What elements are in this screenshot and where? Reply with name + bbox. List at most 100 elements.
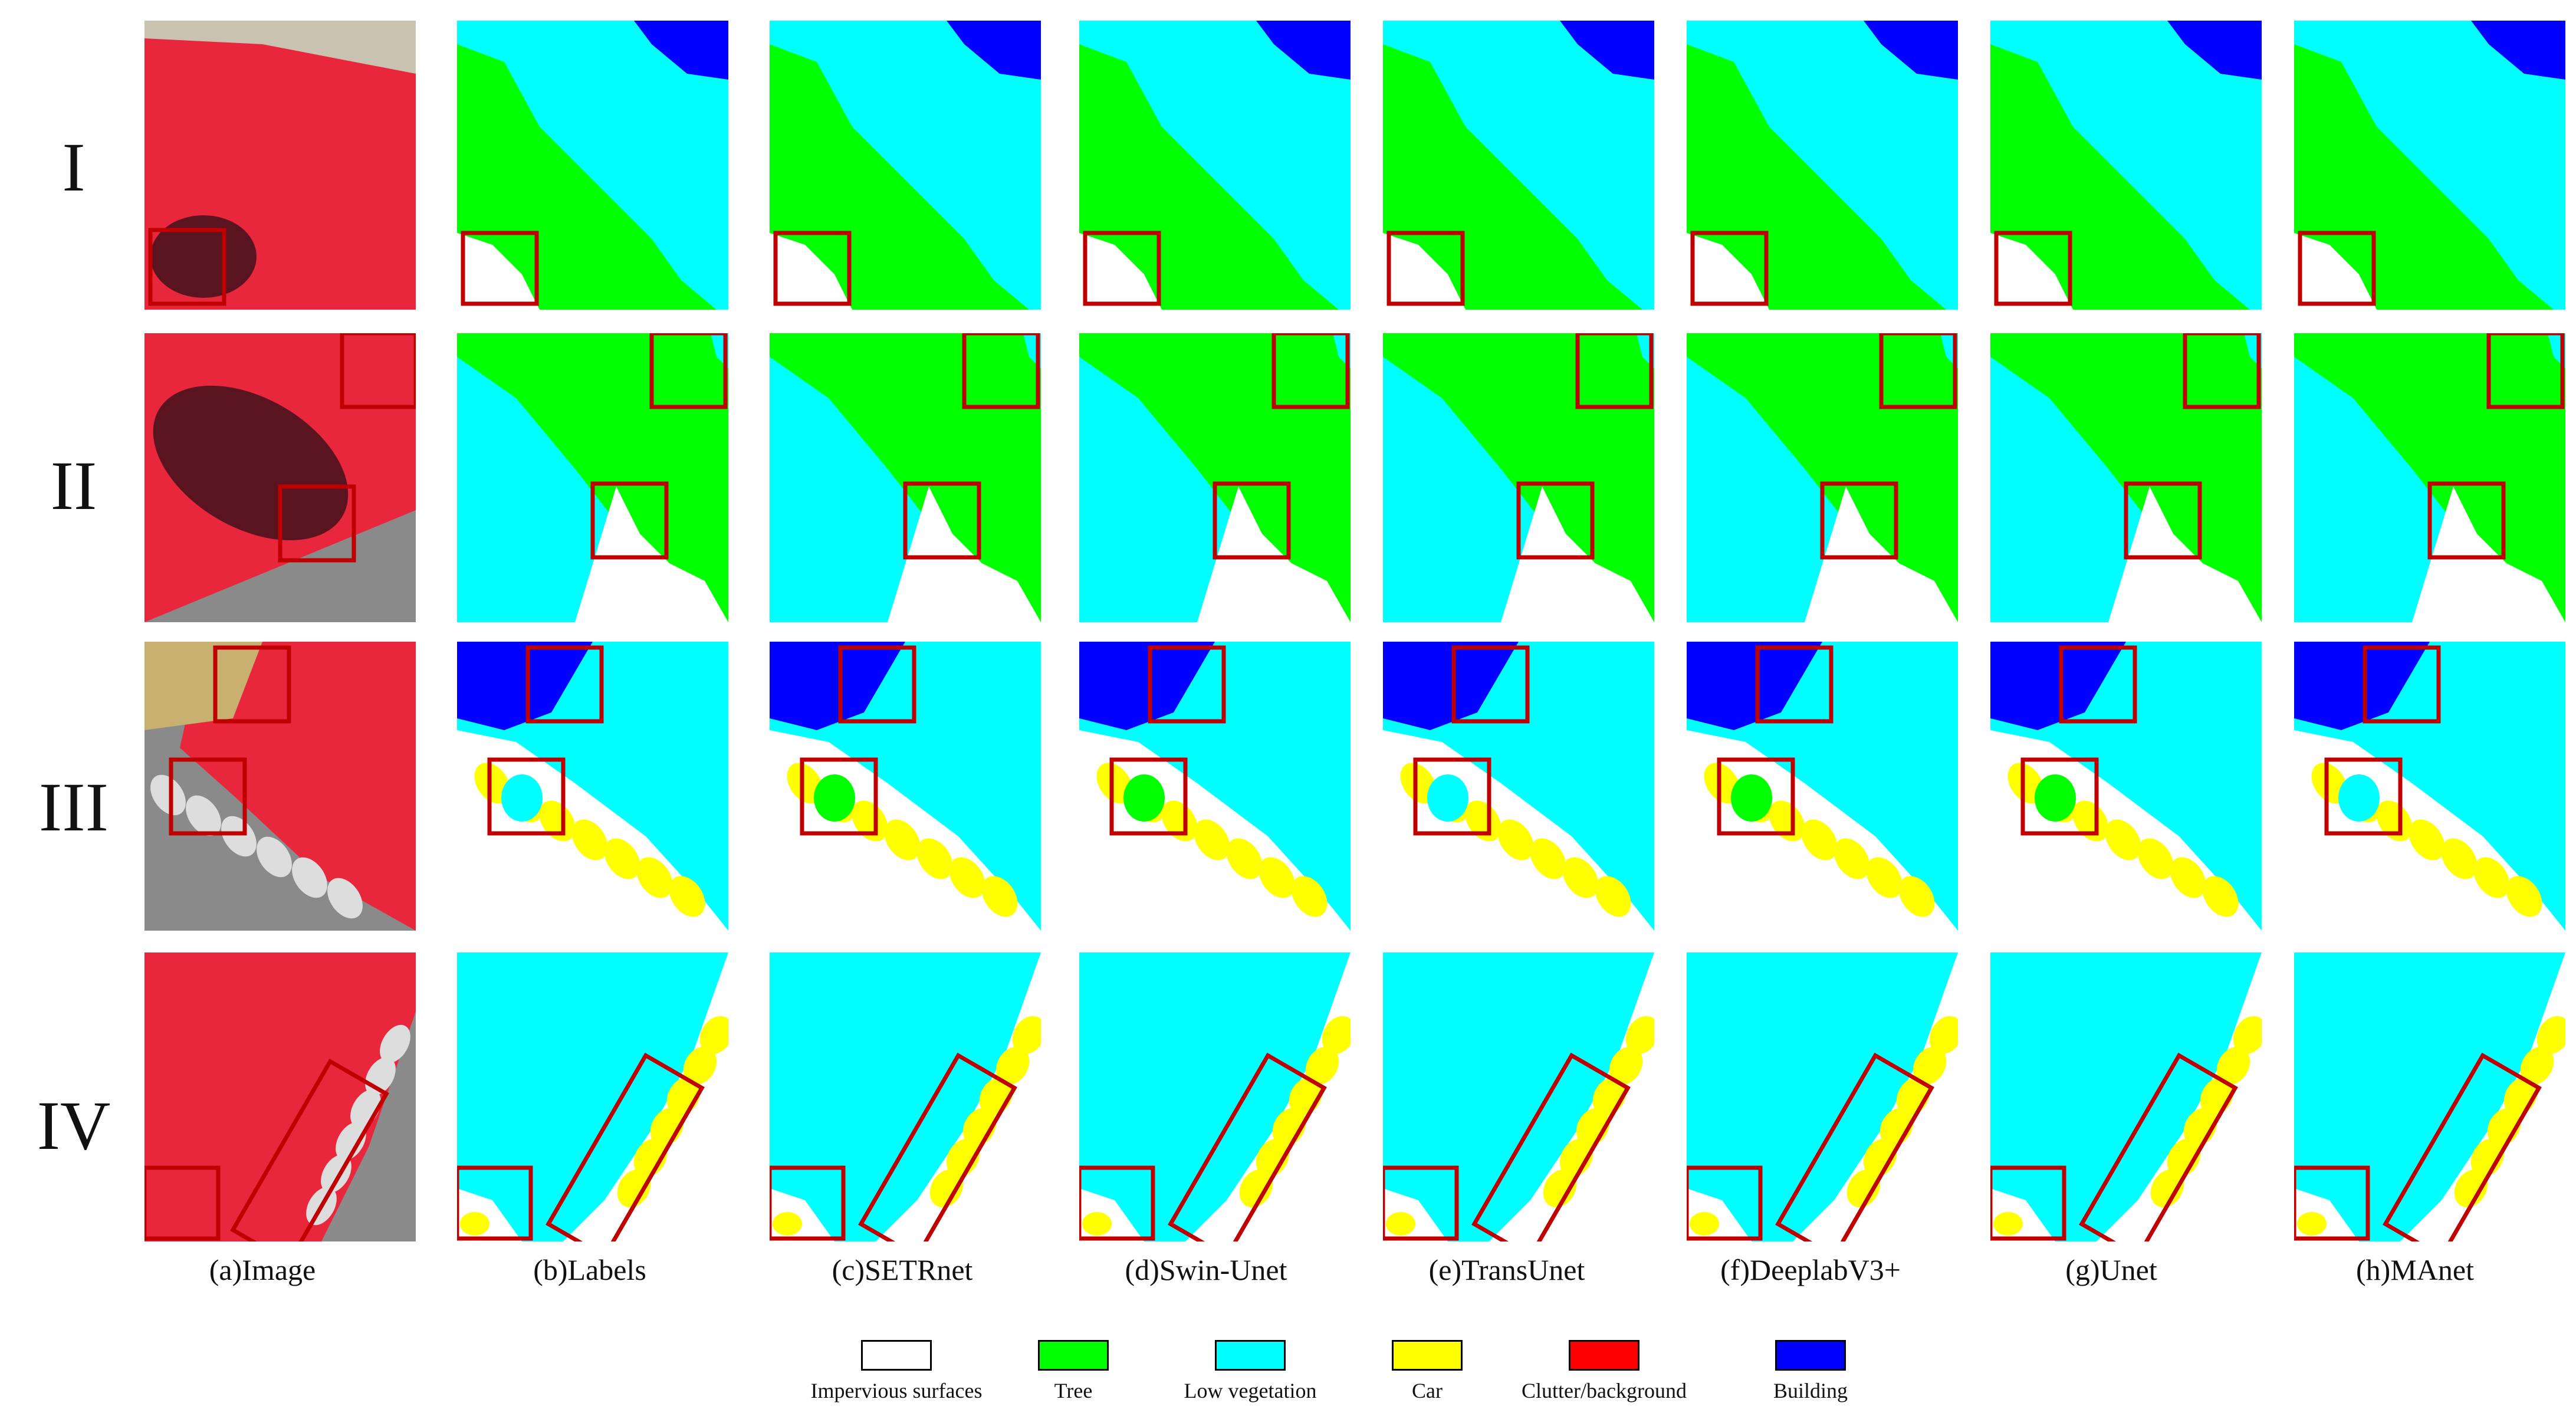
- car-region: [2072, 800, 2109, 842]
- tile-row1-col1: [144, 21, 416, 310]
- tile-row1-col7: [1990, 21, 2262, 310]
- car-region: [669, 876, 705, 917]
- highlight-box: [340, 333, 416, 409]
- car-region: [699, 1016, 728, 1055]
- car-region: [1530, 838, 1566, 879]
- highlight-box: [525, 645, 604, 724]
- impervious-region: [1793, 952, 1958, 1241]
- tile-row3-col8: [2294, 642, 2565, 931]
- aerial-image-car: [327, 878, 363, 919]
- tile-row1-col8: [2294, 21, 2565, 310]
- column-label-deeplabv3: (f)DeeplabV3+: [1720, 1253, 1901, 1286]
- tile-row3-col1: [144, 642, 416, 931]
- aerial-image-car: [380, 1024, 410, 1063]
- car-region: [1465, 800, 1501, 842]
- highlight-box: [1451, 645, 1530, 724]
- building-region: [1560, 21, 1654, 80]
- low-vegetation-region: [1990, 357, 2150, 622]
- car-region: [981, 876, 1018, 917]
- impervious-region: [2412, 487, 2565, 622]
- highlight-box: [2383, 1052, 2542, 1241]
- highlight-box: [278, 484, 356, 563]
- tile-row3-col6: [1687, 642, 1958, 931]
- building-region: [1079, 642, 1215, 730]
- building-region: [947, 21, 1041, 80]
- car-region: [1625, 1016, 1654, 1055]
- car-region: [636, 857, 673, 898]
- tile-row3-col7: [1990, 642, 2262, 931]
- highlight-box: [1755, 645, 1834, 724]
- car-region: [1322, 1016, 1351, 1055]
- highlight-box: [2324, 757, 2403, 836]
- tree-region: [1427, 774, 1468, 822]
- car-region: [1082, 1212, 1112, 1236]
- tile-row3-col3: [770, 642, 1041, 931]
- aerial-image-car: [186, 795, 221, 836]
- highlight-box: [1109, 757, 1188, 836]
- car-region: [1690, 1212, 1719, 1236]
- tile-row3-col4: [1079, 642, 1351, 931]
- highlight-box: [213, 645, 291, 724]
- car-region: [2105, 819, 2141, 860]
- highlight-box: [1820, 481, 1898, 560]
- car-region: [474, 763, 511, 804]
- impervious-region: [457, 233, 540, 310]
- car-region: [1993, 1212, 2023, 1236]
- highlight-box: [1690, 231, 1769, 306]
- tile-row4-col5: [1383, 952, 1654, 1241]
- column-label-labels: (b)Labels: [533, 1253, 646, 1286]
- aerial-image-car: [221, 816, 257, 857]
- tile-row2-col7: [1990, 333, 2262, 622]
- tree-region: [814, 774, 855, 822]
- impervious-region: [876, 952, 1041, 1241]
- car-region: [2473, 857, 2510, 898]
- car-region: [1704, 763, 1740, 804]
- car-region: [929, 1169, 964, 1208]
- car-region: [1386, 1212, 1415, 1236]
- car-region: [852, 800, 888, 842]
- row-label-4: IV: [37, 1087, 111, 1164]
- car-region: [1497, 819, 1534, 860]
- highlight-box: [962, 333, 1040, 409]
- highlight-box: [2427, 481, 2506, 560]
- aerial-image-car: [257, 836, 292, 878]
- tile-row4-col7: [1990, 952, 2262, 1241]
- tree-region: [770, 44, 1029, 310]
- building-region: [770, 642, 905, 730]
- car-region: [683, 1046, 717, 1085]
- highlight-box: [1994, 231, 2072, 306]
- tile-row4-col4: [1079, 952, 1351, 1241]
- tile-row2-col4: [1079, 333, 1351, 622]
- aerial-image-car: [150, 774, 186, 816]
- tree-region: [457, 44, 717, 310]
- legend-label-low-vegetation: Low vegetation: [1184, 1379, 1317, 1402]
- building-region: [1864, 21, 1958, 80]
- building-region: [1687, 642, 1822, 730]
- highlight-box: [1386, 231, 1465, 306]
- car-region: [787, 763, 823, 804]
- highlight-box: [2486, 333, 2565, 409]
- aerial-image-tree-shadow: [153, 385, 349, 541]
- car-region: [916, 838, 953, 879]
- highlight-box: [649, 333, 728, 409]
- car-region: [2202, 876, 2239, 917]
- car-region: [1846, 1169, 1881, 1208]
- column-label-image: (a)Image: [209, 1253, 316, 1286]
- highlight-box: [1471, 1052, 1631, 1241]
- highlight-box: [2183, 333, 2261, 409]
- highlight-box: [2059, 645, 2137, 724]
- building-region: [457, 642, 593, 730]
- car-region: [2167, 1138, 2201, 1177]
- highlight-box: [1271, 333, 1350, 409]
- highlight-box: [2020, 757, 2099, 836]
- car-region: [1012, 1016, 1041, 1055]
- low-vegetation-region: [1383, 357, 1542, 622]
- aerial-image-ground: [144, 21, 416, 74]
- tile-row3-col2: [457, 642, 728, 931]
- highlight-box: [1775, 1052, 1934, 1241]
- tile-row4-col6: [1687, 952, 1958, 1241]
- highlight-box: [903, 481, 981, 560]
- tile-row4-col1: [144, 952, 416, 1241]
- car-region: [633, 1138, 668, 1177]
